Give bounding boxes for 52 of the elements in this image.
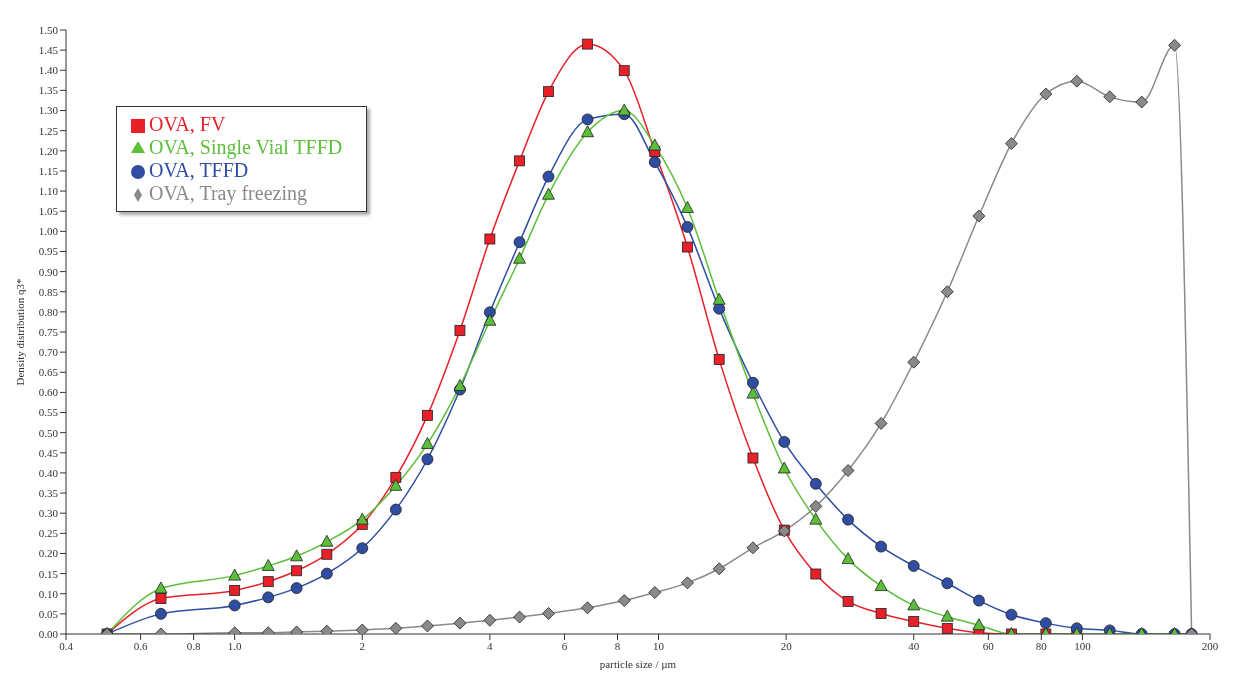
y-tick-label: 0.35 (38, 486, 59, 499)
x-tick-label: 40 (908, 639, 920, 652)
y-tick-label: 0.75 (38, 325, 59, 338)
x-tick-label: 200 (1201, 639, 1219, 652)
y-tick-label: 1.30 (38, 104, 59, 117)
y-tick-label: 1.05 (38, 205, 59, 218)
x-tick-label: 4 (487, 639, 494, 652)
legend-label: OVA, Single Vial TFFD (149, 136, 343, 158)
y-tick-label: 0.95 (38, 245, 59, 258)
y-tick-label: 0.25 (38, 527, 59, 540)
legend-label: OVA, TFFD (149, 159, 249, 181)
x-tick-label: 6 (561, 639, 568, 652)
y-tick-label: 0.20 (38, 547, 59, 560)
y-tick-label: 0.55 (38, 406, 59, 419)
y-tick-label: 0.80 (38, 305, 59, 318)
y-tick-label: 0.70 (38, 346, 59, 359)
x-tick-label: 0.8 (186, 639, 201, 652)
y-tick-label: 0.00 (38, 627, 59, 640)
y-tick-label: 0.05 (38, 607, 59, 620)
y-tick-label: 0.60 (38, 386, 59, 399)
y-tick-label: 1.40 (38, 64, 59, 77)
legend-label: OVA, Tray freezing (149, 182, 307, 204)
y-tick-label: 1.10 (38, 184, 59, 197)
x-tick-label: 100 (1074, 639, 1092, 652)
y-tick-label: 0.15 (38, 567, 59, 580)
y-tick-label: 0.90 (38, 265, 59, 278)
x-tick-label: 2 (359, 639, 366, 652)
y-tick-label: 0.40 (38, 466, 59, 479)
y-tick-label: 1.35 (38, 84, 59, 97)
x-tick-label: 60 (982, 639, 995, 652)
x-tick-label: 0.6 (133, 639, 149, 652)
y-tick-label: 0.10 (38, 587, 59, 600)
y-tick-label: 1.50 (38, 23, 59, 36)
x-tick-label: 10 (653, 639, 665, 652)
y-tick-label: 1.00 (38, 225, 59, 238)
y-axis-title: Density distribution q3* (13, 278, 26, 386)
y-tick-label: 1.45 (38, 44, 59, 57)
x-tick-label: 20 (780, 639, 793, 652)
legend-label: OVA, FV (149, 113, 226, 135)
y-tick-label: 0.30 (38, 507, 59, 520)
y-tick-label: 0.85 (38, 285, 59, 298)
y-tick-label: 1.25 (38, 124, 59, 137)
x-tick-label: 1.0 (227, 639, 243, 652)
y-tick-label: 0.65 (38, 366, 59, 379)
y-tick-label: 0.45 (38, 446, 59, 459)
y-tick-label: 1.20 (38, 144, 59, 157)
x-tick-label: 0.4 (59, 639, 74, 652)
x-tick-label: 8 (614, 639, 621, 652)
x-axis-title: particle size / µm (599, 658, 677, 670)
y-tick-label: 0.50 (38, 426, 59, 439)
y-tick-label: 1.15 (38, 164, 59, 177)
x-tick-label: 80 (1035, 639, 1048, 652)
